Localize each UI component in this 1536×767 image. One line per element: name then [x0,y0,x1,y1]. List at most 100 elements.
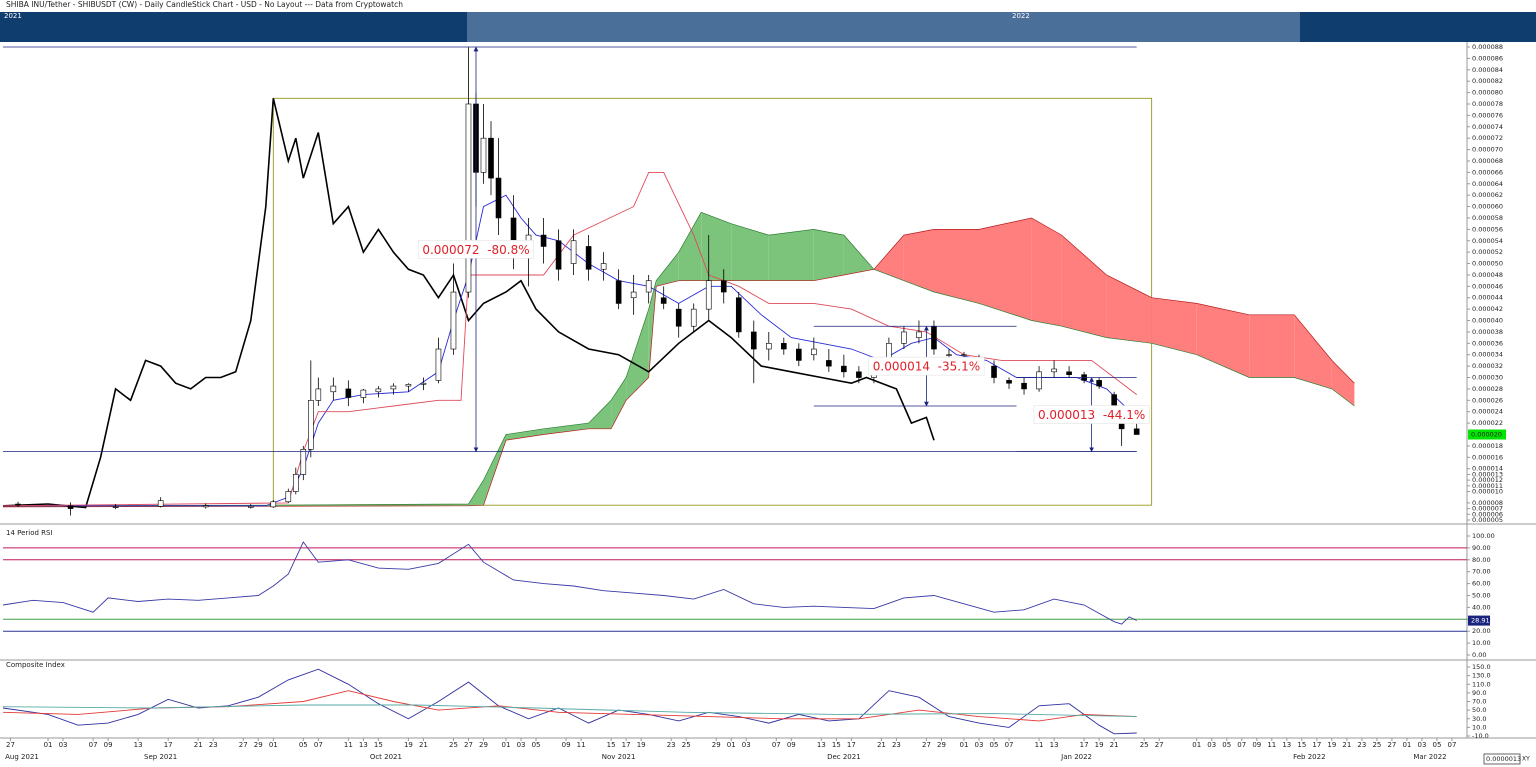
x-tick-label: 27 [1155,741,1164,749]
x-tick-label: 01 [727,741,736,749]
candle-body [202,505,209,508]
candle-body [811,348,817,356]
x-tick-label: 15 [832,741,841,749]
x-tick-label: 11 [1035,741,1044,749]
y-tick-label: 100.00 [1472,532,1495,540]
month-label: Oct 2021 [370,753,402,761]
month-label: Aug 2021 [5,753,39,761]
candle-body [285,491,292,503]
y-tick-label: 0.000080 [1472,89,1503,97]
x-tick-label: 13 [359,741,368,749]
y-tick-label: -10.0 [1472,732,1489,740]
navigator-window[interactable] [467,12,1300,42]
x-tick-label: 25 [682,741,691,749]
y-tick-label: 0.000018 [1472,442,1503,450]
corner-icon[interactable]: XY [1522,756,1530,763]
line-series [2,541,1137,625]
cloud-segment [934,229,979,304]
cloud-span [2,217,1355,508]
y-tick-label: 0.000048 [1472,271,1503,279]
y-tick-label: 0.000070 [1472,146,1503,154]
y-tick-label: 70.0 [1472,698,1486,706]
candle-body [405,384,412,387]
cloud-segment [1151,297,1197,355]
cloud-segment [731,223,769,281]
y-tick-label: 150.0 [1472,663,1491,671]
candle-body [247,506,254,508]
month-label: Jan 2022 [1060,753,1092,761]
x-tick-label: 03 [1417,741,1426,749]
current-value-label: 28.91 [1471,617,1490,625]
y-tick-label: 0.000011 [1472,482,1503,490]
x-tick-label: 21 [194,741,203,749]
navigator-label: 2021 [4,12,22,20]
x-tick-label: 23 [209,741,218,749]
y-tick-label: 0.000022 [1472,419,1503,427]
candle-body [360,389,367,398]
candle-body [465,103,472,293]
x-tick-label: 27 [922,741,931,749]
candle-body [270,501,277,508]
y-tick-label: 0.000050 [1472,260,1503,268]
candle-body [480,137,487,173]
x-tick-label: 15 [607,741,616,749]
candle-body [991,365,997,378]
cloud-segment [656,252,679,287]
candle-body [705,280,712,310]
x-tick-label: 21 [1342,741,1351,749]
y-tick-label: 110.0 [1472,680,1491,688]
y-tick-label: 0.000026 [1472,396,1503,404]
y-tick-label: 0.000088 [1472,43,1503,51]
candle-body [420,382,427,385]
y-tick-label: 0.000066 [1472,168,1503,176]
x-tick-label: 07 [89,741,98,749]
candle-body [570,240,577,264]
y-tick-label: 0.000082 [1472,77,1503,85]
y-tick-label: 0.000086 [1472,54,1503,62]
x-tick-label: 05 [1222,741,1231,749]
y-tick-label: 0.000005 [1472,516,1503,524]
month-label: Mar 2022 [1413,753,1446,761]
corner-box[interactable] [1483,753,1521,765]
y-tick-label: 0.000038 [1472,328,1503,336]
y-tick-label: 90.00 [1472,544,1491,552]
candle-body [615,280,622,304]
candle-body [796,348,802,361]
candle-body [1006,380,1012,384]
month-label: Nov 2021 [602,753,636,761]
y-tick-label: 50.00 [1472,592,1491,600]
candle-body [600,263,607,270]
x-tick-label: 07 [1448,741,1457,749]
y-tick-label: 0.000010 [1472,488,1503,496]
candle-body [375,388,382,393]
candle-body [946,354,952,356]
candle-body [690,308,697,327]
candle-body [901,331,907,344]
x-tick-label: 09 [787,741,796,749]
candle-body [660,297,667,304]
measure-label: 0.000013 -44.1% [1038,408,1145,422]
candle-body [720,280,727,293]
y-tick-label: 0.000054 [1472,237,1503,245]
x-tick-label: 19 [404,741,413,749]
y-tick-label: 0.000062 [1472,191,1503,199]
y-tick-label: 50.0 [1472,706,1486,714]
y-tick-label: 0.000034 [1472,351,1503,359]
x-tick-label: 11 [1267,741,1276,749]
x-tick-label: 27 [1387,741,1396,749]
line-series [2,98,935,509]
candle-body [856,371,862,378]
x-tick-label: 29 [937,741,946,749]
cloud-segment [483,434,506,506]
y-tick-label: 0.000072 [1472,134,1503,142]
y-tick-label: 0.00 [1472,651,1486,659]
cloud-segment [701,212,732,281]
y-tick-label: 0.000016 [1472,453,1503,461]
chart-title: SHIBA INU/Tether - SHIBUSDT (CW) - Daily… [6,0,403,9]
x-tick-label: 01 [269,741,278,749]
measure-label-box [1033,405,1150,424]
measure-label: 0.000072 -80.8% [422,243,529,257]
y-tick-label: 0.000052 [1472,248,1503,256]
candle-body [1051,368,1057,373]
